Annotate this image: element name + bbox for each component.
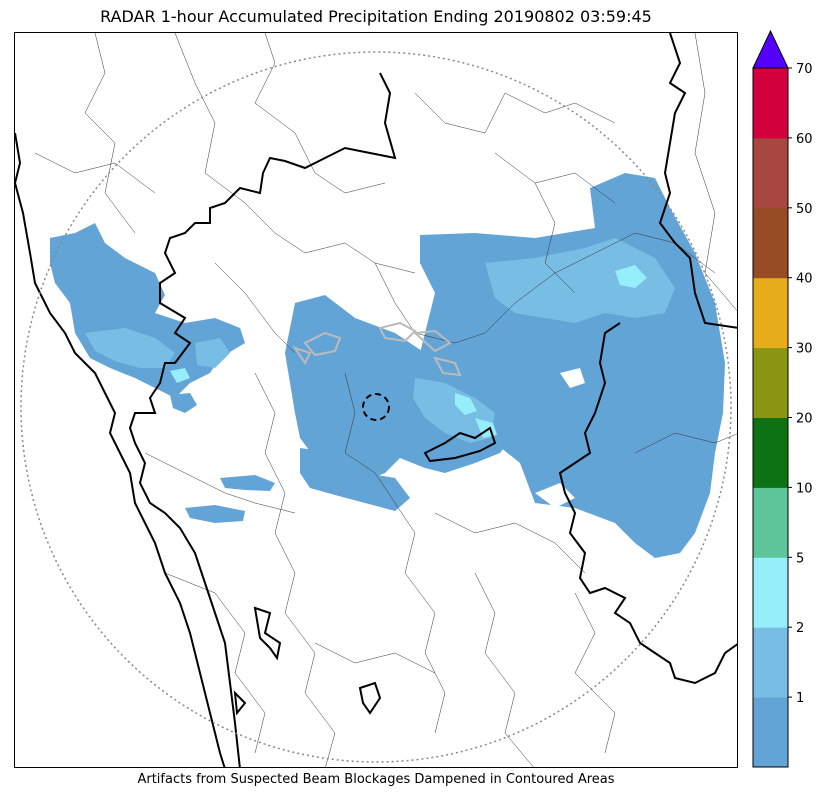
precip-area-west <box>50 223 245 398</box>
colorbar-tick-label: 30 <box>796 342 813 357</box>
map-canvas <box>15 33 737 767</box>
precip-moderate-2 <box>413 378 495 443</box>
precip-moderate-4 <box>195 338 230 368</box>
precip-moderate-3 <box>85 328 175 368</box>
colorbar-tick-label: 10 <box>796 481 813 496</box>
colorbar-segment <box>753 697 788 768</box>
range-ring <box>20 51 732 763</box>
colorbar: 1 2 5 10 20 30 40 50 60 70 <box>752 29 822 770</box>
colorbar-segment <box>753 277 788 349</box>
radar-map[interactable] <box>14 32 738 768</box>
precip-area-patch-3 <box>170 393 197 413</box>
colorbar-segment <box>753 487 788 558</box>
colorbar-segment <box>753 557 788 628</box>
precip-heavy-4 <box>170 368 190 383</box>
colorbar-tick-label: 2 <box>796 621 804 636</box>
state-boundaries <box>15 33 737 767</box>
colorbar-tick-label: 1 <box>796 691 804 706</box>
colorbar-tick-label: 50 <box>796 202 813 217</box>
precipitation-layer <box>50 173 725 558</box>
colorbar-tick-label: 60 <box>796 132 813 147</box>
colorbar-segment <box>753 68 788 139</box>
beam-blockage-contours <box>292 321 462 377</box>
footnote: Artifacts from Suspected Beam Blockages … <box>137 772 615 787</box>
colorbar-tick-label: 5 <box>796 551 804 566</box>
map-title: RADAR 1-hour Accumulated Precipitation E… <box>100 7 652 26</box>
precip-heavy-2 <box>455 393 477 415</box>
colorbar-segment <box>753 627 788 698</box>
colorbar-tick-label: 70 <box>796 62 813 77</box>
radar-site-marker[interactable] <box>362 393 390 421</box>
colorbar-segment <box>753 207 788 279</box>
colorbar-segment <box>753 347 788 418</box>
precip-area-patch-2 <box>185 505 245 523</box>
precip-heavy-1 <box>615 265 647 288</box>
precip-moderate-1 <box>485 238 675 323</box>
colorbar-tick-label: 20 <box>796 412 813 427</box>
colorbar-segment <box>753 137 788 209</box>
dry-hole-1 <box>560 368 585 388</box>
colorbar-canvas: 1 2 5 10 20 30 40 50 60 70 <box>752 29 813 768</box>
colorbar-segment <box>753 417 788 488</box>
precip-area-south <box>300 448 410 511</box>
precip-area-patch-1 <box>220 475 275 491</box>
colorbar-tick-label: 40 <box>796 272 813 287</box>
colorbar-extend-arrow <box>752 29 789 69</box>
